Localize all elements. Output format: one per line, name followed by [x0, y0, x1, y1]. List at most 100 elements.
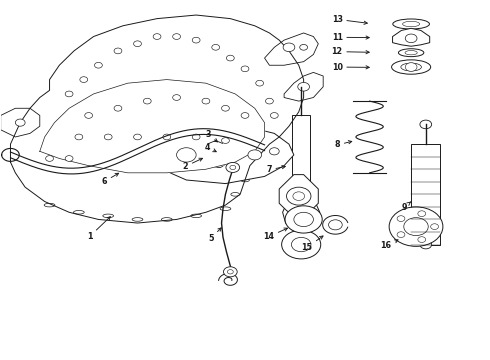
- Ellipse shape: [191, 214, 201, 218]
- Circle shape: [80, 77, 88, 82]
- Circle shape: [418, 237, 426, 242]
- Circle shape: [256, 80, 264, 86]
- Polygon shape: [205, 155, 226, 167]
- Circle shape: [153, 34, 161, 40]
- Ellipse shape: [401, 63, 421, 71]
- Circle shape: [85, 113, 93, 118]
- Circle shape: [418, 211, 426, 216]
- Circle shape: [420, 120, 432, 129]
- Circle shape: [221, 138, 229, 143]
- Circle shape: [114, 48, 122, 54]
- Polygon shape: [0, 108, 40, 137]
- Ellipse shape: [103, 214, 114, 218]
- Text: 15: 15: [301, 236, 323, 252]
- Ellipse shape: [74, 211, 84, 214]
- Polygon shape: [202, 140, 229, 156]
- Circle shape: [144, 98, 151, 104]
- Circle shape: [172, 34, 180, 40]
- Ellipse shape: [393, 19, 429, 29]
- Circle shape: [241, 66, 249, 72]
- Polygon shape: [157, 126, 294, 184]
- Circle shape: [405, 63, 417, 71]
- Circle shape: [285, 206, 322, 233]
- Circle shape: [114, 105, 122, 111]
- Polygon shape: [10, 15, 304, 223]
- Text: 12: 12: [332, 47, 369, 56]
- Circle shape: [431, 224, 439, 229]
- Polygon shape: [293, 116, 310, 198]
- Ellipse shape: [231, 193, 240, 196]
- Ellipse shape: [405, 50, 417, 55]
- Circle shape: [420, 240, 432, 249]
- Ellipse shape: [398, 49, 424, 57]
- Circle shape: [104, 134, 112, 140]
- Text: 2: 2: [183, 158, 202, 171]
- Text: 5: 5: [208, 228, 221, 243]
- Circle shape: [202, 98, 210, 104]
- Circle shape: [227, 270, 233, 274]
- Circle shape: [389, 207, 443, 246]
- Circle shape: [397, 216, 405, 221]
- Circle shape: [404, 218, 428, 235]
- Circle shape: [226, 55, 234, 61]
- Ellipse shape: [44, 203, 55, 207]
- Text: 14: 14: [263, 228, 288, 241]
- Circle shape: [282, 230, 321, 259]
- Circle shape: [293, 192, 305, 201]
- Text: 3: 3: [205, 130, 218, 142]
- Ellipse shape: [241, 178, 249, 182]
- Circle shape: [65, 156, 73, 161]
- Circle shape: [163, 134, 171, 140]
- Ellipse shape: [392, 60, 431, 74]
- Polygon shape: [392, 28, 430, 46]
- Circle shape: [134, 41, 142, 46]
- Circle shape: [298, 82, 310, 91]
- Ellipse shape: [210, 159, 221, 163]
- Circle shape: [241, 113, 249, 118]
- Text: 13: 13: [332, 15, 368, 24]
- Circle shape: [65, 91, 73, 97]
- Circle shape: [329, 220, 342, 230]
- Circle shape: [95, 62, 102, 68]
- Ellipse shape: [220, 207, 231, 211]
- Circle shape: [221, 105, 229, 111]
- Circle shape: [405, 34, 417, 42]
- Circle shape: [270, 148, 279, 155]
- Circle shape: [212, 44, 220, 50]
- Circle shape: [176, 148, 196, 162]
- Ellipse shape: [132, 218, 143, 221]
- Text: 11: 11: [332, 33, 369, 42]
- Text: 4: 4: [204, 143, 216, 152]
- Circle shape: [270, 113, 278, 118]
- Text: 10: 10: [332, 63, 369, 72]
- Polygon shape: [411, 144, 441, 244]
- Polygon shape: [40, 80, 265, 173]
- Text: 9: 9: [401, 202, 411, 212]
- Text: 6: 6: [102, 173, 119, 186]
- Circle shape: [292, 237, 311, 252]
- Text: 7: 7: [267, 166, 285, 175]
- Circle shape: [46, 156, 53, 161]
- Polygon shape: [284, 72, 323, 101]
- Circle shape: [283, 43, 295, 51]
- Text: 1: 1: [87, 217, 110, 241]
- Circle shape: [287, 187, 311, 205]
- Polygon shape: [283, 198, 320, 230]
- Circle shape: [172, 95, 180, 100]
- Circle shape: [248, 150, 262, 160]
- Circle shape: [192, 37, 200, 43]
- Circle shape: [300, 44, 308, 50]
- Circle shape: [397, 232, 405, 238]
- Ellipse shape: [161, 218, 172, 221]
- Circle shape: [223, 267, 237, 277]
- Circle shape: [192, 134, 200, 140]
- Circle shape: [75, 134, 83, 140]
- Circle shape: [15, 119, 25, 126]
- Text: 8: 8: [335, 140, 352, 149]
- Polygon shape: [265, 33, 318, 65]
- Circle shape: [230, 165, 236, 170]
- Circle shape: [134, 134, 142, 140]
- Ellipse shape: [403, 21, 419, 27]
- Polygon shape: [279, 175, 318, 216]
- Circle shape: [266, 98, 273, 104]
